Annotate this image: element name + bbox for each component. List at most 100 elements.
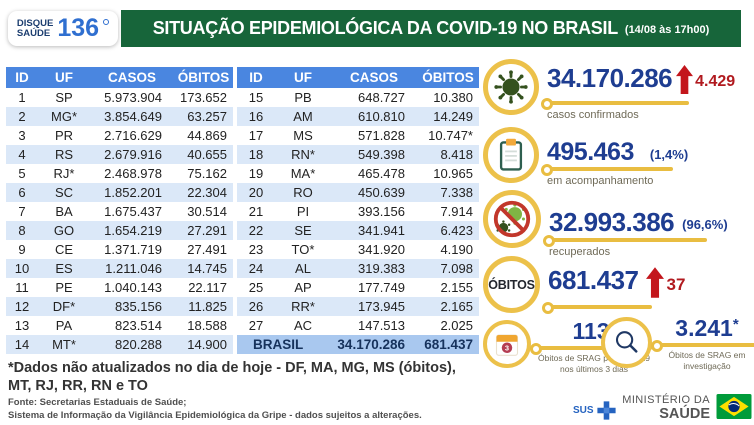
cell-id: 7 [18, 204, 26, 219]
table-row: 2 MG* 3.854.649 63.257 [6, 107, 233, 126]
srag-covid-value: 113 [572, 318, 610, 344]
recuperados-label: recuperados [549, 245, 611, 258]
report-datetime: (14/08 às 17h00) [624, 24, 710, 36]
table-row: 20 RO 450.639 7.338 [237, 183, 479, 202]
col-header-obitos: ÓBITOS [422, 70, 474, 85]
cell-uf: AM [293, 109, 313, 124]
table-row: 26 RR* 173.945 2.165 [237, 297, 479, 316]
table-row: 12 DF* 835.156 11.825 [6, 297, 233, 316]
total-obitos: 681.437 [424, 337, 473, 352]
cell-casos: 571.828 [358, 128, 405, 143]
sus-label: SUS [573, 405, 594, 416]
cell-uf: RS [54, 147, 74, 162]
cell-casos: 1.040.143 [104, 280, 162, 295]
cell-uf: PA [55, 318, 73, 333]
cell-obitos: 6.423 [440, 223, 473, 238]
title-banner: SITUAÇÃO EPIDEMIOLÓGICA DA COVID-19 NO B… [121, 10, 741, 47]
cell-casos: 341.941 [358, 223, 405, 238]
cell-uf: BA [55, 204, 73, 219]
no-virus-icon [483, 190, 541, 248]
col-header-uf: UF [294, 70, 312, 85]
cell-casos: 820.288 [115, 337, 162, 352]
stat-em-acompanhamento: 495.463 (1,4%) em acompanhamento [483, 127, 688, 187]
cell-uf: ES [55, 261, 73, 276]
em-acompanhamento-label: em acompanhamento [547, 174, 654, 187]
cell-casos: 341.920 [358, 242, 405, 257]
cell-id: 14 [14, 337, 30, 352]
table-row: 9 CE 1.371.719 27.491 [6, 240, 233, 259]
cell-casos: 835.156 [115, 299, 162, 314]
cell-id: 8 [18, 223, 26, 238]
obitos-delta: 37 [666, 275, 686, 294]
table-row: 19 MA* 465.478 10.965 [237, 164, 479, 183]
cell-obitos: 30.514 [187, 204, 227, 219]
cell-id: 27 [248, 318, 264, 333]
cell-uf: SC [54, 185, 74, 200]
up-arrow-icon [646, 267, 665, 303]
accent-rule [541, 164, 673, 175]
cell-casos: 3.854.649 [104, 109, 162, 124]
accent-rule [530, 342, 652, 354]
clipboard-icon [483, 127, 539, 183]
page-title: SITUAÇÃO EPIDEMIOLÓGICA DA COVID-19 NO B… [152, 18, 619, 38]
cell-uf: RR* [291, 299, 315, 314]
cell-id: 18 [248, 147, 264, 162]
cell-uf: MS [293, 128, 313, 143]
cell-id: 22 [248, 223, 264, 238]
cell-id: 3 [18, 128, 26, 143]
cell-uf: PR [54, 128, 74, 143]
disque-saude-number: 136 [57, 14, 100, 42]
cell-id: 4 [18, 147, 26, 162]
cell-obitos: 14.249 [433, 109, 473, 124]
cell-obitos: 14.900 [187, 337, 227, 352]
col-header-casos: CASOS [107, 70, 156, 85]
cell-casos: 319.383 [358, 261, 405, 276]
table-row: 17 MS 571.828 10.747* [237, 126, 479, 145]
sus-cross-icon [596, 401, 616, 420]
total-label: BRASIL [253, 337, 304, 352]
cell-id: 21 [248, 204, 264, 219]
cell-id: 11 [15, 280, 29, 295]
cell-casos: 648.727 [358, 90, 405, 105]
cell-id: 2 [18, 109, 26, 124]
cell-id: 16 [248, 109, 264, 124]
em-acompanhamento-value: 495.463 [547, 138, 634, 166]
srag-investigacao-value: 3.241 [675, 315, 733, 341]
cell-uf: RN* [291, 147, 315, 162]
cell-uf: DF* [52, 299, 76, 314]
cell-id: 24 [248, 261, 264, 276]
obitos-value: 681.437 [548, 265, 639, 295]
cell-obitos: 7.098 [440, 261, 473, 276]
cell-casos: 610.810 [358, 109, 405, 124]
table-row: 21 PI 393.156 7.914 [237, 202, 479, 221]
em-acompanhamento-pct: (1,4%) [649, 147, 689, 162]
cell-id: 15 [248, 90, 264, 105]
source-note: Fonte: Secretarias Estaduais de Saúde; S… [8, 397, 422, 421]
cell-uf: MA* [290, 166, 316, 181]
magnifier-icon [601, 317, 652, 368]
cell-casos: 2.716.629 [104, 128, 162, 143]
table-row: 23 TO* 341.920 4.190 [237, 240, 479, 259]
cell-casos: 2.468.978 [104, 166, 162, 181]
cell-obitos: 14.745 [187, 261, 227, 276]
table-row: 24 AL 319.383 7.098 [237, 259, 479, 278]
cell-uf: AL [295, 261, 311, 276]
casos-confirmados-label: casos confirmados [547, 108, 639, 121]
col-header-id: ID [249, 70, 263, 85]
cell-id: 26 [248, 299, 264, 314]
stat-srag-investigacao: 3.241* Óbitos de SRAG em investigação [601, 317, 754, 372]
table-row: 5 RJ* 2.468.978 75.162 [6, 164, 233, 183]
cell-id: 20 [248, 185, 264, 200]
cell-obitos: 4.190 [440, 242, 473, 257]
cell-obitos: 27.491 [187, 242, 227, 257]
stat-recuperados: 32.993.386 (96,6%) recuperados [483, 190, 728, 258]
cell-obitos: 18.588 [187, 318, 227, 333]
cell-casos: 549.398 [358, 147, 405, 162]
table-body: 1 SP 5.973.904 173.652 2 MG* 3.854.649 63.257 3 P… [6, 88, 233, 354]
cell-uf: MG* [51, 109, 77, 124]
cell-obitos: 2.025 [440, 318, 473, 333]
cell-uf: PI [296, 204, 310, 219]
cell-casos: 1.852.201 [104, 185, 162, 200]
cell-id: 12 [14, 299, 30, 314]
accent-rule [541, 97, 689, 109]
